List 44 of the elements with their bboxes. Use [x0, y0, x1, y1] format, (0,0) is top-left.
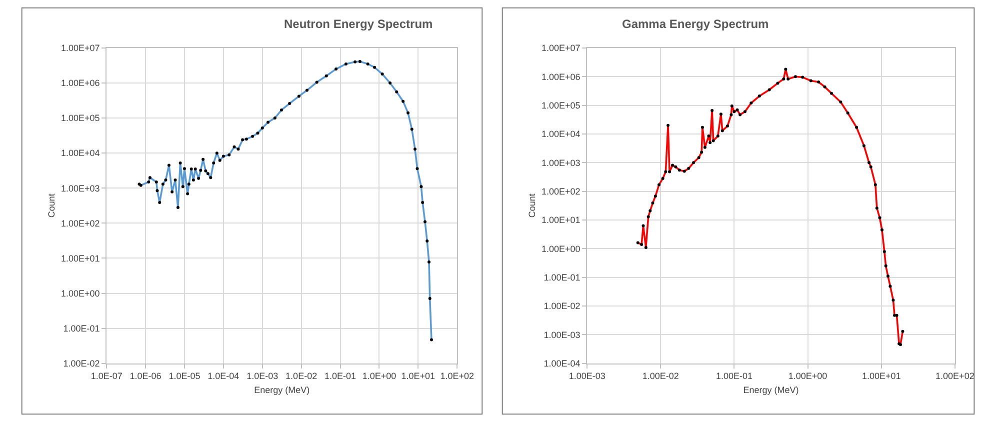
y-tick-label: 1.00E-04 [544, 358, 580, 368]
x-tick-label: 1.0E+00 [362, 371, 396, 382]
y-tick-label: 1.00E+03 [60, 183, 100, 194]
x-tick-label: 1.00E-01 [716, 371, 752, 382]
y-axis-title: Count [46, 193, 56, 218]
y-tick-label: 1.00E+04 [541, 129, 580, 140]
y-tick-label: 1.00E-01 [63, 323, 100, 334]
x-tick-label: 1.00E+01 [862, 371, 901, 382]
y-tick-label: 1.00E-01 [544, 272, 580, 282]
y-axis-title: Count [526, 193, 537, 218]
y-tick-label: 1.00E+07 [60, 43, 100, 54]
x-tick-label: 1.0E+01 [401, 371, 436, 382]
y-tick-label: 1.00E+02 [60, 218, 100, 228]
x-tick-label: 1.00E+00 [788, 371, 828, 382]
x-tick-label: 1.0E-07 [90, 371, 122, 382]
x-tick-label: 1.0E-04 [208, 371, 240, 382]
y-tick-label: 1.00E+00 [541, 244, 580, 254]
y-tick-label: 1.00E+03 [541, 158, 580, 168]
y-tick-label: 1.00E+01 [60, 253, 100, 264]
x-tick-label: 1.00E-02 [642, 371, 679, 382]
y-tick-label: 1.00E+05 [60, 113, 100, 124]
chart-title: Neutron Energy Spectrum [284, 17, 433, 31]
y-tick-label: 1.00E+01 [541, 215, 580, 226]
y-tick-label: 1.00E+06 [541, 72, 580, 82]
y-tick-label: 1.00E+00 [60, 288, 100, 298]
y-tick-label: 1.00E+04 [60, 148, 100, 158]
x-tick-label: 1.0E-06 [130, 371, 162, 382]
y-tick-label: 1.00E-03 [544, 330, 580, 340]
y-tick-label: 1.00E+05 [541, 100, 580, 110]
x-tick-label: 1.0E-02 [286, 371, 318, 382]
y-tick-label: 1.00E+06 [60, 78, 100, 88]
y-tick-label: 1.00E+02 [541, 186, 580, 196]
x-tick-label: 1.00E+02 [936, 371, 974, 382]
y-tick-label: 1.00E+07 [541, 43, 580, 54]
x-tick-label: 1.0E-01 [324, 371, 356, 382]
chart-title: Gamma Energy Spectrum [622, 17, 769, 31]
x-axis-title: Energy (MeV) [743, 384, 799, 395]
x-tick-label: 1.0E-03 [246, 371, 278, 382]
x-axis-title: Energy (MeV) [254, 384, 310, 395]
y-tick-label: 1.00E-02 [63, 358, 100, 368]
x-tick-label: 1.00E-03 [568, 371, 606, 382]
y-tick-label: 1.00E-02 [544, 301, 580, 312]
x-tick-label: 1.0E-05 [168, 371, 200, 382]
x-tick-label: 1.0E+02 [440, 371, 474, 382]
